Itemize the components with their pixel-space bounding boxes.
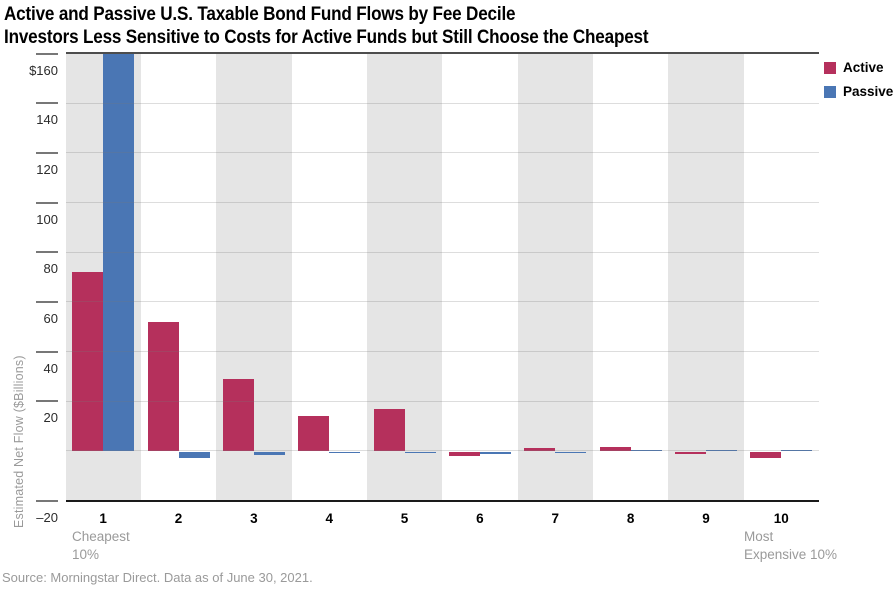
bar-passive-decile-6	[479, 451, 511, 454]
chart-title: Active and Passive U.S. Taxable Bond Fun…	[4, 4, 516, 25]
x-note-most-expensive: Most Expensive 10%	[744, 529, 838, 562]
y-tick-label-20: 20	[43, 410, 58, 426]
bar-active-decile-10	[750, 451, 782, 459]
y-tick-40	[36, 350, 58, 353]
plot-top-border	[65, 52, 819, 54]
bar-active-decile-1	[72, 272, 104, 451]
bar-active-decile-5	[373, 408, 405, 451]
x-tick-label-7: 7	[551, 511, 560, 526]
x-tick-label-10: 10	[773, 511, 789, 526]
y-tick-20	[36, 400, 58, 403]
gridline-60	[65, 301, 819, 303]
y-tick-80	[36, 251, 58, 254]
bar-passive-decile-7	[555, 451, 587, 453]
bar-active-decile-3	[222, 378, 254, 451]
y-axis-title: Estimated Net Flow ($Billions)	[12, 355, 26, 528]
source-note: Source: Morningstar Direct. Data as of J…	[2, 570, 313, 585]
y-tick-100	[36, 201, 58, 204]
gridline-100	[65, 202, 819, 203]
x-note-cheapest: Cheapest 10%	[72, 529, 130, 562]
chart-subtitle: Investors Less Sensitive to Costs for Ac…	[4, 27, 649, 48]
y-tick-140	[36, 102, 58, 105]
y-tick-60	[36, 300, 58, 303]
bar-passive-decile-3	[253, 451, 285, 456]
bar-active-decile-9	[674, 451, 706, 455]
chart-title-block: Active and Passive U.S. Taxable Bond Fun…	[4, 3, 649, 49]
y-tick-label-100: 100	[36, 211, 58, 227]
x-tick-label-1: 1	[99, 511, 107, 526]
bar-passive-decile-5	[404, 451, 436, 453]
legend-item-active: Active	[824, 60, 893, 75]
gridline-140	[65, 102, 819, 104]
legend-label-passive: Passive	[843, 84, 894, 99]
x-tick-label-2: 2	[174, 511, 183, 526]
y-tick-160	[36, 52, 58, 55]
y-tick-120	[36, 151, 58, 154]
y-tick-label-120: 120	[36, 161, 58, 177]
y-tick-label-80: 80	[43, 261, 58, 277]
bar-passive-decile-1	[103, 53, 135, 451]
legend: Active Passive	[824, 60, 893, 108]
bar-active-decile-8	[599, 447, 631, 451]
legend-item-passive: Passive	[824, 84, 893, 99]
bar-active-decile-7	[524, 448, 556, 451]
active-swatch-icon	[824, 61, 836, 74]
x-tick-label-8: 8	[626, 511, 635, 526]
legend-label-active: Active	[843, 60, 884, 75]
x-tick-label-3: 3	[250, 511, 258, 526]
decile-band-9	[668, 53, 744, 501]
decile-band-7	[517, 53, 593, 501]
y-tick-label-60: 60	[43, 310, 58, 326]
passive-swatch-icon	[824, 85, 836, 98]
bar-passive-decile-4	[329, 451, 361, 454]
bar-active-decile-2	[147, 321, 179, 451]
x-tick-label-4: 4	[325, 511, 333, 526]
y-tick-label-140: 140	[36, 112, 58, 128]
bar-passive-decile-2	[178, 451, 210, 458]
x-tick-label-6: 6	[476, 511, 484, 526]
gridline-40	[65, 351, 819, 352]
x-tick-label-9: 9	[702, 511, 710, 526]
gridline-120	[65, 152, 819, 154]
bar-active-decile-4	[298, 416, 330, 451]
y-tick-label-160: $160	[29, 62, 58, 78]
y-tick-label--20: –20	[36, 509, 58, 525]
plot-area	[65, 53, 819, 501]
x-axis-line	[65, 500, 819, 502]
gridline-20	[65, 400, 819, 402]
bar-active-decile-6	[448, 451, 480, 456]
y-tick-label-40: 40	[43, 360, 58, 376]
x-tick-label-5: 5	[400, 511, 409, 526]
y-tick--20	[36, 499, 58, 502]
gridline-80	[65, 251, 819, 253]
gridline-0	[65, 450, 819, 452]
